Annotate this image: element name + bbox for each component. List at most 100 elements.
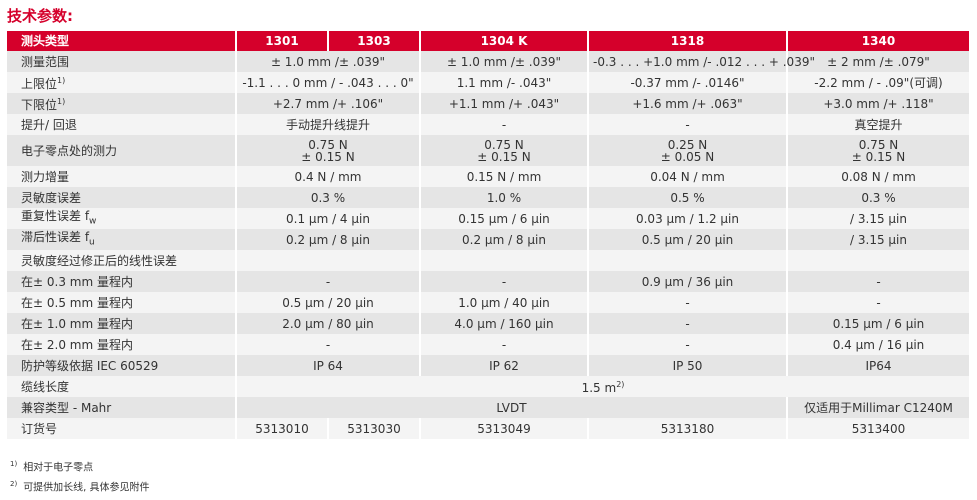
cell-line: 0.75 N [308,137,348,152]
table-row: 订货号 5313010 5313030 5313049 5313180 5313… [7,418,971,439]
cell: -0.37 mm /- .0146" [587,72,788,93]
cell: 0.75 N ± 0.15 N [786,135,971,166]
cell: 2.0 µm / 80 µin [235,313,421,334]
table-row: 兼容类型 - Mahr LVDT 仅适用于Millimar C1240M [7,397,971,418]
row-label: 缆线长度 [7,376,237,397]
footnote-text: 可提供加长线, 具体参见附件 [23,482,150,494]
subscript: u [89,237,95,248]
cell-line: ± 0.05 N [660,149,715,164]
cell: ± 1.0 mm /± .039" [235,51,421,72]
cell-line: 0.75 N [858,137,899,152]
header-1340: 1340 [786,31,971,51]
row-label: 订货号 [7,418,237,439]
cell [235,250,421,271]
row-label: 在± 1.0 mm 量程内 [7,313,237,334]
row-label: 在± 0.5 mm 量程内 [7,292,237,313]
cell: - [786,292,971,313]
cell: 0.15 N / mm [419,166,589,187]
cell: - [786,271,971,292]
cell [419,250,589,271]
cell: - [419,334,589,355]
cell: 0.15 µm / 6 µin [419,208,589,229]
spec-table: 测头类型 1301 1303 1304 K 1318 1340 测量范围 ± 1… [7,31,971,439]
cell: 5313010 [235,418,329,439]
cell: 0.2 µm / 8 µin [419,229,589,250]
section-title: 技术参数: [7,7,73,25]
row-label: 在± 0.3 mm 量程内 [7,271,237,292]
footnote-mark: 1) [10,460,18,468]
cell: 0.75 N ± 0.15 N [235,135,421,166]
cell: 0.75 N ± 0.15 N [419,135,589,166]
footnote-text: 相对于电子零点 [23,462,94,474]
table-row: 上限位1) -1.1 . . . 0 mm / - .043 . . . 0" … [7,72,971,93]
header-1318: 1318 [587,31,788,51]
cell: 0.25 N ± 0.05 N [587,135,788,166]
cell: ± 1.0 mm /± .039" [419,51,589,72]
footnote: 2) 可提供加长线, 具体参见附件 [10,476,150,496]
cell: 5313180 [587,418,788,439]
cell: +3.0 mm /+ .118" [786,93,971,114]
footnote-mark: 2) [616,380,625,389]
cell-line: ± 0.15 N [477,149,531,164]
table-row: 滞后性误差 fu 0.2 µm / 8 µin 0.2 µm / 8 µin 0… [7,229,971,250]
cell: 0.4 µm / 16 µin [786,334,971,355]
cell: - [587,334,788,355]
cell: 5313030 [327,418,421,439]
cell: +1.1 mm /+ .043" [419,93,589,114]
row-label: 下限位1) [7,93,237,114]
cell: -1.1 . . . 0 mm / - .043 . . . 0" [235,72,421,93]
cell-line: 0.75 N [484,137,524,152]
header-row: 测头类型 1301 1303 1304 K 1318 1340 [7,31,971,51]
label-text: 上限位 [21,77,58,91]
cell: 0.9 µm / 36 µin [587,271,788,292]
cell-line: 0.25 N [667,137,708,152]
cell: 1.0 % [419,187,589,208]
cell: 1.5 m2) [235,376,971,397]
row-label: 电子零点处的测力 [7,135,237,166]
cell: - [419,114,589,135]
subscript: w [89,216,97,227]
row-label: 测量范围 [7,51,237,72]
cell-line: ± 0.15 N [301,149,355,164]
cell: IP 64 [235,355,421,376]
cell: 0.3 % [235,187,421,208]
table-row: 在± 0.5 mm 量程内 0.5 µm / 20 µin 1.0 µm / 4… [7,292,971,313]
footnote: 1) 相对于电子零点 [10,456,150,476]
header-label: 测头类型 [7,31,237,51]
cell: - [587,313,788,334]
cell: / 3.15 µin [786,229,971,250]
cell: - [235,334,421,355]
cell: - [587,292,788,313]
footnotes: 1) 相对于电子零点 2) 可提供加长线, 具体参见附件 [10,456,150,497]
label-text: 重复性误差 f [21,208,90,223]
footnote-mark: 1) [57,97,66,106]
row-label: 提升/ 回退 [7,114,237,135]
header-1301: 1301 [235,31,329,51]
cell: 0.04 N / mm [587,166,788,187]
cell: IP 50 [587,355,788,376]
cell: IP64 [786,355,971,376]
table-row: 电子零点处的测力 0.75 N ± 0.15 N 0.75 N ± 0.15 N 0… [7,135,971,166]
cell: -0.3 . . . +1.0 mm /- .012 . . . + .039" [587,51,815,72]
table-row: 灵敏度误差 0.3 % 1.0 % 0.5 % 0.3 % [7,187,971,208]
cell: 0.5 % [587,187,788,208]
cell: ± 2 mm /± .079" [786,51,971,72]
cell: 4.0 µm / 160 µin [419,313,589,334]
cell: 0.03 µm / 1.2 µin [587,208,788,229]
cell: 0.5 µm / 20 µin [587,229,788,250]
row-label: 滞后性误差 fu [7,229,237,250]
cell: 仅适用于Millimar C1240M [786,397,971,418]
cell: +2.7 mm /+ .106" [235,93,421,114]
table-row: 测量范围 ± 1.0 mm /± .039" ± 1.0 mm /± .039"… [7,51,971,72]
cell: 1.1 mm /- .043" [419,72,589,93]
cell: 0.2 µm / 8 µin [235,229,421,250]
cell-text: 1.5 m [581,381,617,395]
cell: 0.5 µm / 20 µin [235,292,421,313]
cell: 0.4 N / mm [235,166,421,187]
cell: LVDT [235,397,788,418]
cell [786,250,971,271]
cell: 0.3 % [786,187,971,208]
footnote-mark: 2) [10,480,18,489]
cell: 0.1 µm / 4 µin [235,208,421,229]
cell: -2.2 mm / - .09"(可调) [786,72,971,93]
